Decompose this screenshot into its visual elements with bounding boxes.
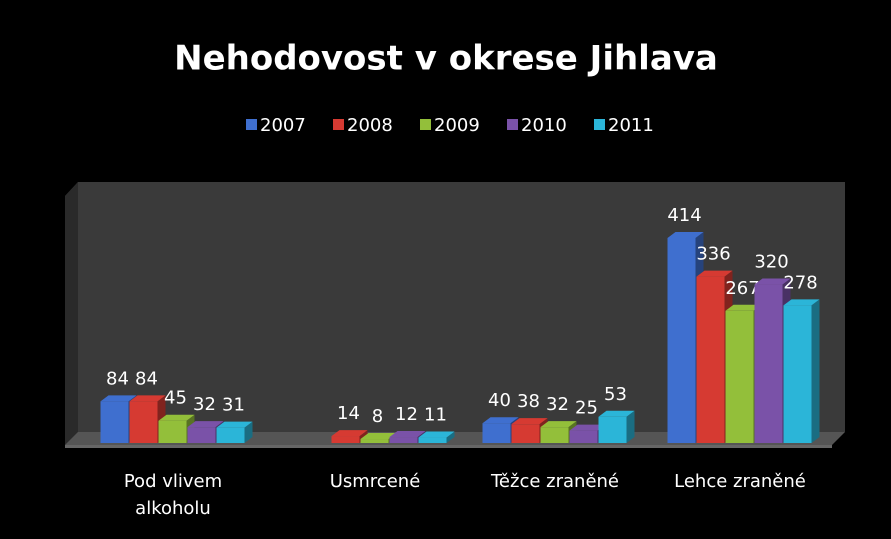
bar-top <box>100 395 137 402</box>
bar <box>667 238 696 443</box>
bar <box>187 427 216 443</box>
bar-top <box>540 421 577 428</box>
value-label: 31 <box>222 395 245 416</box>
side-wall <box>65 182 78 445</box>
value-label: 32 <box>193 394 216 415</box>
floor <box>65 432 845 445</box>
x-tick-label: Pod vlivem alkoholu <box>123 471 223 519</box>
bar-top <box>129 395 166 402</box>
value-label: 278 <box>783 272 817 293</box>
legend-swatch <box>420 119 431 130</box>
value-label: 14 <box>337 403 360 424</box>
bar <box>511 424 540 443</box>
value-label: 414 <box>667 205 701 226</box>
bar <box>540 427 569 443</box>
bar <box>216 427 245 443</box>
bar-top <box>331 430 368 437</box>
bar-top <box>389 431 426 438</box>
value-label: 84 <box>106 368 129 389</box>
x-tick-label: Usmrcené <box>329 471 421 492</box>
bar <box>696 276 725 443</box>
bar-top <box>216 421 253 428</box>
legend-label: 2011 <box>608 115 654 136</box>
bar-top <box>725 304 762 311</box>
bar <box>100 401 129 443</box>
legend-swatch <box>594 119 605 130</box>
value-label: 12 <box>395 404 418 425</box>
bar-top <box>482 417 519 424</box>
value-label: 53 <box>604 384 627 405</box>
value-label: 320 <box>754 252 788 273</box>
bar-top <box>418 431 455 438</box>
value-label: 45 <box>164 388 187 409</box>
bar <box>725 310 754 443</box>
bar-top <box>569 424 606 431</box>
bar <box>331 436 360 443</box>
bar <box>569 430 598 443</box>
x-tick-label: Těžce zraněné <box>491 471 619 492</box>
back-wall <box>65 182 845 445</box>
bar-top <box>187 421 224 428</box>
value-label: 336 <box>696 244 730 265</box>
bar-top <box>667 232 704 238</box>
value-label: 11 <box>424 405 447 426</box>
bar <box>482 423 511 443</box>
bar-side <box>244 421 253 443</box>
bar-side <box>811 299 820 443</box>
bar <box>754 284 783 443</box>
bar-top <box>158 414 195 421</box>
value-label: 8 <box>372 406 383 427</box>
bar-top <box>598 410 635 417</box>
bar-side <box>626 410 635 443</box>
bar <box>158 420 187 443</box>
bar-top <box>783 299 820 306</box>
bar <box>598 416 627 443</box>
legend-label: 2010 <box>521 115 567 136</box>
value-label: 25 <box>575 398 598 419</box>
chart-title: Nehodovost v okrese Jihlava <box>174 39 718 79</box>
bar-top <box>511 418 548 425</box>
bar <box>389 437 418 443</box>
bar-top <box>696 270 733 277</box>
bar <box>783 305 812 443</box>
bar-side <box>446 431 455 443</box>
bar-top <box>360 433 397 440</box>
value-label: 32 <box>546 394 569 415</box>
legend-swatch <box>507 119 518 130</box>
x-tick-label: Lehce zraněné <box>674 471 806 492</box>
bar <box>418 437 447 443</box>
bar <box>129 401 158 443</box>
legend-label: 2009 <box>434 115 480 136</box>
value-label: 38 <box>517 391 540 412</box>
value-label: 267 <box>725 278 759 299</box>
legend-label: 2007 <box>260 115 306 136</box>
legend-swatch <box>333 119 344 130</box>
legend-label: 2008 <box>347 115 393 136</box>
floor-edge <box>65 445 832 448</box>
legend-swatch <box>246 119 257 130</box>
value-label: 84 <box>135 368 158 389</box>
bar-top <box>754 278 791 285</box>
value-label: 40 <box>488 390 511 411</box>
bar <box>360 439 389 443</box>
